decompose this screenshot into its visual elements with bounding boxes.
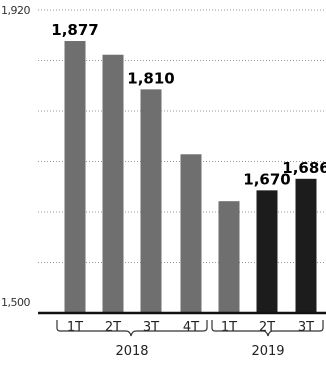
category-label-2: 2T — [105, 320, 121, 335]
bar-2 — [102, 54, 124, 313]
y-tick-label-top: 1,920 — [1, 4, 30, 17]
category-label-5: 1T — [221, 320, 237, 335]
category-label-1: 1T — [67, 320, 83, 335]
bars — [64, 41, 317, 314]
category-label-3: 3T — [143, 320, 159, 335]
bar-5 — [218, 201, 240, 313]
category-label-4: 4T — [183, 320, 199, 335]
y-tick-label-bottom: 1,500 — [1, 296, 30, 309]
year-bracket-2018 — [56, 320, 208, 337]
year-label-2018: 2018 — [115, 344, 148, 359]
data-label-6: 1,670 — [243, 170, 290, 188]
data-label-7: 1,686 — [282, 159, 326, 177]
data-label-3: 1,810 — [127, 69, 174, 87]
bar-4 — [180, 154, 202, 313]
category-labels: 1T 2T 3T 4T 1T 2T 3T — [67, 320, 314, 335]
data-label-1: 1,877 — [51, 21, 98, 39]
bar-7 — [295, 178, 317, 313]
category-label-7: 3T — [298, 320, 314, 335]
year-bracket-2019 — [211, 320, 324, 337]
bar-6 — [256, 190, 278, 313]
year-label-2019: 2019 — [251, 344, 284, 359]
bar-3 — [140, 89, 162, 313]
bar-1 — [64, 41, 86, 314]
